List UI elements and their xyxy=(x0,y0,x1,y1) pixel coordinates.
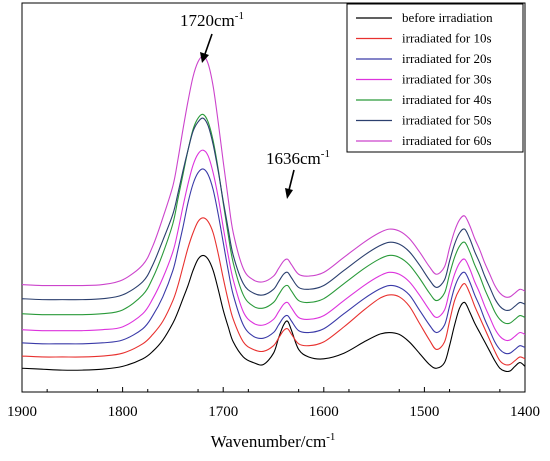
legend-label: irradiated for 30s xyxy=(402,72,492,87)
legend-items: before irradiation irradiated for 10s irra… xyxy=(356,10,493,148)
legend-label: irradiated for 60s xyxy=(402,133,492,148)
series-line-4 xyxy=(21,149,526,342)
annotation-1636-arrowhead xyxy=(285,188,293,199)
annotation-1720-sup: -1 xyxy=(235,10,244,22)
x-axis-title-sup: -1 xyxy=(326,431,335,443)
annotation-1720: 1720cm-1 xyxy=(180,10,244,63)
series-line-2 xyxy=(21,217,526,366)
annotation-1720-label: 1720cm-1 xyxy=(180,10,244,30)
series-layer xyxy=(21,55,526,373)
plot-frame xyxy=(21,2,526,393)
x-axis-title: Wavenumber/cm-1 xyxy=(211,431,336,451)
annotation-1636-arrow xyxy=(288,169,295,191)
legend-label: before irradiation xyxy=(402,10,493,25)
x-tick-label: 1700 xyxy=(208,404,238,420)
legend: before irradiation irradiated for 10s irra… xyxy=(346,3,524,153)
x-tick-label: 1400 xyxy=(510,404,540,420)
x-tick-label: 1900 xyxy=(7,404,37,420)
x-tick-label: 1800 xyxy=(108,404,138,420)
series-line-3 xyxy=(21,168,526,355)
annotation-1636-sup: -1 xyxy=(321,148,330,160)
legend-label: irradiated for 10s xyxy=(402,31,492,46)
series-line-5 xyxy=(21,113,526,325)
series-line-7 xyxy=(21,55,526,298)
annotation-1720-arrowhead xyxy=(200,52,209,63)
legend-label: irradiated for 20s xyxy=(402,51,492,66)
series-line-6 xyxy=(21,117,526,311)
x-axis-title-text: Wavenumber/cm xyxy=(211,432,327,451)
x-tick-label: 1500 xyxy=(409,404,439,420)
annotation-1720-arrow xyxy=(204,33,213,55)
annotation-1636: 1636cm-1 xyxy=(266,148,330,199)
x-tick-label: 1600 xyxy=(309,404,339,420)
annotation-1636-label: 1636cm-1 xyxy=(266,148,330,168)
annotation-1636-text: 1636cm xyxy=(266,149,321,168)
series-line-1 xyxy=(21,254,526,373)
legend-box xyxy=(346,3,524,153)
x-axis: 1900 1800 1700 1600 1500 1400 xyxy=(7,387,540,420)
annotation-1720-text: 1720cm xyxy=(180,11,235,30)
legend-label: irradiated for 50s xyxy=(402,113,492,128)
legend-label: irradiated for 40s xyxy=(402,92,492,107)
